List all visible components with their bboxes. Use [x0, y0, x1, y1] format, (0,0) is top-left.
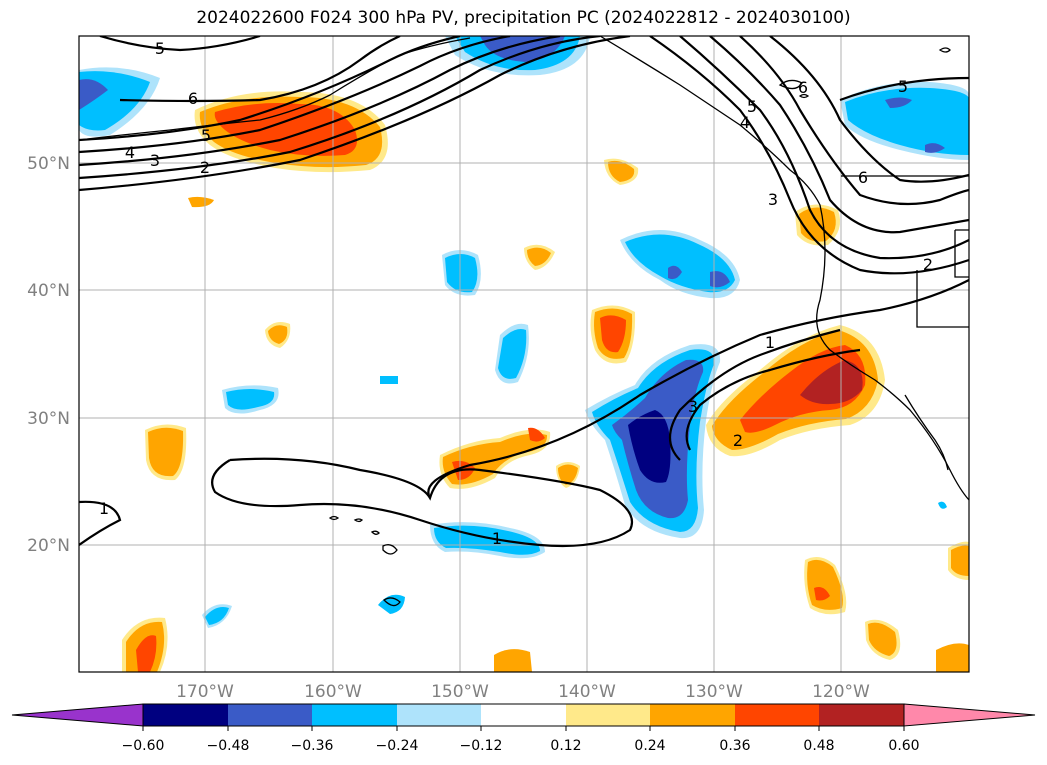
contour-label: 5	[155, 39, 165, 58]
colorbar-extend-low	[11, 703, 144, 727]
lon-tick-label: 120°W	[812, 682, 870, 702]
contour-label: 3	[150, 151, 160, 170]
contour-label: 2	[200, 158, 210, 177]
contour-label: 3	[768, 190, 778, 209]
colorbar-tick-label: −0.36	[291, 738, 334, 754]
colorbar-tick-label: −0.48	[207, 738, 250, 754]
lon-tick-label: 150°W	[431, 682, 489, 702]
contour-label: 2	[733, 431, 743, 450]
colorbar-segment	[143, 704, 228, 726]
colorbar-tick-label: 0.48	[803, 738, 834, 754]
colorbar: −0.60 −0.48 −0.36 −0.24 −0.12 0.12 0.24 …	[11, 703, 1036, 754]
contour-label: 5	[898, 77, 908, 96]
contour-label: 1	[492, 529, 502, 548]
lon-tick-label: 130°W	[685, 682, 743, 702]
contour-label: 5	[747, 97, 757, 116]
colorbar-extend-high	[903, 703, 1036, 727]
positive-precip-areas	[122, 91, 969, 672]
colorbar-segment	[312, 704, 397, 726]
longitude-ticks: 170°W 160°W 150°W 140°W 130°W 120°W	[176, 682, 870, 702]
contour-label: 1	[99, 499, 109, 518]
contour-label: 6	[798, 78, 808, 97]
gridlines	[79, 36, 969, 672]
contour-label: 6	[188, 89, 198, 108]
lat-tick-label: 30°N	[27, 409, 70, 429]
colorbar-tick-label: 0.36	[719, 738, 750, 754]
lon-tick-label: 170°W	[176, 682, 234, 702]
colorbar-tick-label: 0.12	[550, 738, 581, 754]
lon-tick-label: 160°W	[304, 682, 362, 702]
map-plot-area: 5 6 5 4 3 2 1 1 3 2 1 6 5 4 3 2 5 6	[79, 36, 969, 672]
colorbar-segment	[397, 704, 481, 726]
map-title: 2024022600 F024 300 hPa PV, precipitatio…	[196, 8, 851, 28]
lat-tick-label: 50°N	[27, 154, 70, 174]
colorbar-segment	[566, 704, 650, 726]
pv-contours	[79, 36, 969, 548]
colorbar-tick-label: −0.24	[376, 738, 419, 754]
colorbar-tick-label: 0.60	[888, 738, 919, 754]
colorbar-segment	[735, 704, 819, 726]
contour-label: 5	[201, 126, 211, 145]
contour-label: 4	[125, 143, 135, 162]
contour-label: 1	[765, 333, 775, 352]
colorbar-tick-label: 0.24	[634, 738, 665, 754]
coastlines	[79, 36, 969, 607]
contour-labels: 5 6 5 4 3 2 1 1 3 2 1 6 5 4 3 2 5 6	[99, 39, 933, 548]
colorbar-segment	[481, 704, 566, 726]
colorbar-segment	[650, 704, 735, 726]
contour-label: 4	[740, 113, 750, 132]
contour-label: 3	[688, 397, 698, 416]
colorbar-segment	[228, 704, 312, 726]
map-frame	[78, 35, 970, 673]
contour-label: 2	[923, 255, 933, 274]
contour-label: 6	[858, 168, 868, 187]
colorbar-tick-label: −0.12	[460, 738, 503, 754]
latitude-ticks: 50°N 40°N 30°N 20°N	[27, 154, 70, 556]
colorbar-tick-label: −0.60	[122, 738, 165, 754]
lat-tick-label: 20°N	[27, 536, 70, 556]
lon-tick-label: 140°W	[558, 682, 616, 702]
colorbar-segment	[819, 704, 904, 726]
lat-tick-label: 40°N	[27, 281, 70, 301]
